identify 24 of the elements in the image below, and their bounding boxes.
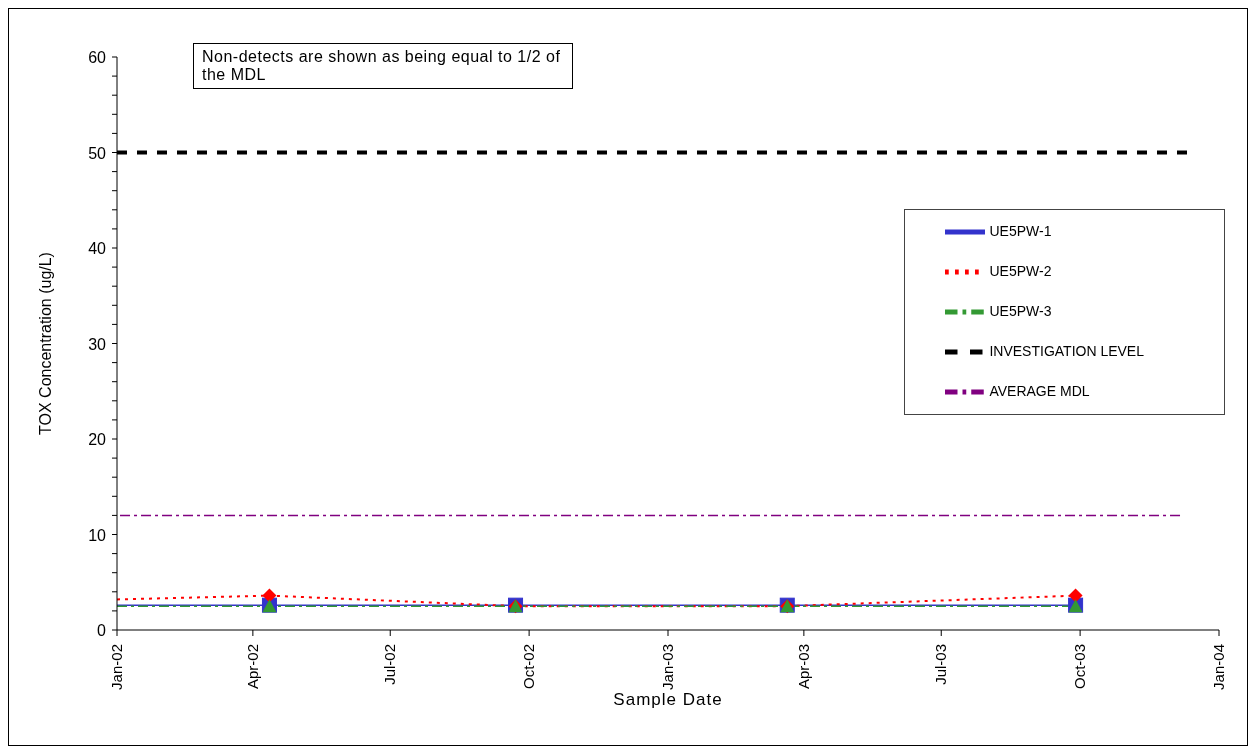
y-tick-label: 40 bbox=[88, 240, 107, 257]
y-tick-label: 30 bbox=[88, 335, 107, 353]
y-tick-label: 60 bbox=[88, 49, 107, 66]
annotation: Non-detects are shown as being equal to 1/2 of the MDL bbox=[193, 43, 573, 89]
y-tick-label: 50 bbox=[88, 144, 107, 162]
y-axis-title: TOX Concentration (ug/L) bbox=[36, 252, 54, 435]
x-tick-label: Oct-02 bbox=[520, 644, 538, 690]
y-tick-label: 0 bbox=[97, 622, 107, 639]
legend-label: UE5PW-1 bbox=[989, 222, 1052, 239]
x-tick-label: Apr-03 bbox=[794, 644, 812, 690]
y-tick-label: 20 bbox=[88, 431, 107, 448]
legend-label: INVESTIGATION LEVEL bbox=[989, 342, 1144, 359]
y-tick-label: 10 bbox=[88, 526, 107, 544]
legend-label: UE5PW-2 bbox=[989, 262, 1052, 279]
legend-label: AVERAGE MDL bbox=[989, 382, 1090, 399]
x-tick-label: Jul-02 bbox=[381, 644, 399, 685]
x-tick-label: Jan-04 bbox=[1210, 644, 1227, 690]
x-tick-label: Jan-03 bbox=[659, 644, 676, 690]
x-tick-label: Jan-02 bbox=[108, 644, 125, 690]
x-tick-label: Apr-02 bbox=[243, 644, 261, 690]
x-tick-label: Jul-03 bbox=[932, 644, 950, 685]
x-tick-label: Oct-03 bbox=[1071, 644, 1089, 690]
legend-label: UE5PW-3 bbox=[989, 302, 1052, 319]
x-axis-title: Sample Date bbox=[613, 690, 723, 710]
